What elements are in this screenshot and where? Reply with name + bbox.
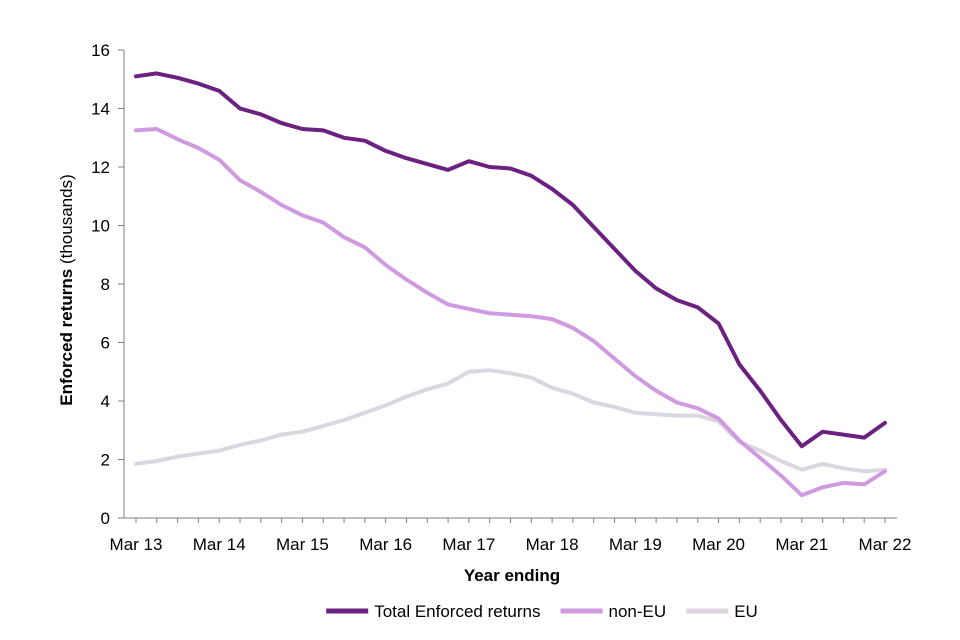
y-axis-ticks: 0 2 4 6 8 10 12 14 16	[91, 41, 124, 528]
x-axis-ticks: Mar 13 Mar 14 Mar 15 Mar 16 Mar 17 Mar 18 Mar …	[110, 518, 912, 554]
x-tick-label: Mar 14	[193, 535, 246, 554]
legend-label: non-EU	[609, 602, 667, 621]
x-tick-label: Mar 17	[442, 535, 495, 554]
x-tick-label: Mar 18	[526, 535, 579, 554]
y-tick-label: 10	[91, 217, 110, 236]
x-tick-label: Mar 13	[110, 535, 163, 554]
legend-item: EU	[686, 602, 758, 621]
y-axis-title: Enforced returns (thousands)	[57, 174, 76, 405]
y-axis-title-unit: (thousands)	[57, 174, 76, 269]
y-tick-label: 14	[91, 100, 110, 119]
series-line-non-eu	[134, 127, 887, 498]
y-tick-label: 0	[101, 509, 110, 528]
x-tick-label: Mar 20	[692, 535, 745, 554]
series-line-eu	[134, 368, 887, 474]
series-line-total-enforced-returns	[134, 71, 887, 449]
legend-item: non-EU	[560, 602, 667, 621]
x-tick-label: Mar 15	[276, 535, 329, 554]
x-tick-label: Mar 21	[775, 535, 828, 554]
x-tick-label: Mar 22	[859, 535, 912, 554]
y-axis-title-bold: Enforced returns	[57, 269, 76, 406]
legend: Total Enforced returns non-EU EU	[326, 602, 758, 621]
legend-item: Total Enforced returns	[326, 602, 541, 621]
series-lines	[134, 71, 887, 498]
y-tick-label: 8	[101, 275, 110, 294]
x-tick-label: Mar 16	[359, 535, 412, 554]
y-tick-label: 16	[91, 41, 110, 60]
y-tick-label: 6	[101, 334, 110, 353]
y-tick-label: 4	[101, 392, 110, 411]
x-axis-title: Year ending	[464, 566, 560, 585]
legend-label: EU	[734, 602, 758, 621]
x-tick-label: Mar 19	[609, 535, 662, 554]
y-tick-label: 12	[91, 158, 110, 177]
y-tick-label: 2	[101, 451, 110, 470]
legend-label: Total Enforced returns	[374, 602, 540, 621]
